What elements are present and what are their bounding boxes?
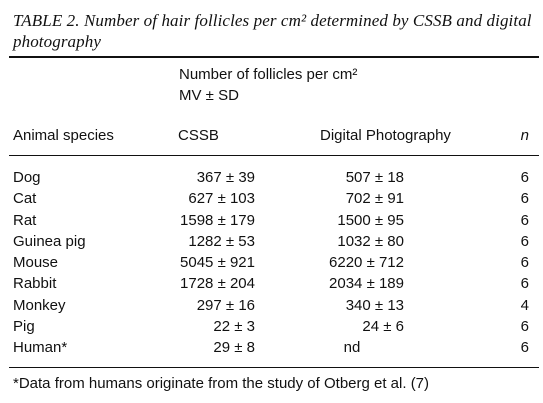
cell-species: Pig: [13, 318, 35, 336]
cell-cssb: 1728 ± 204: [180, 275, 255, 293]
cell-species: Guinea pig: [13, 232, 86, 250]
top-rule: [9, 56, 539, 58]
cell-cssb: 367 ± 39: [196, 169, 255, 186]
column-header-n: n: [520, 127, 529, 144]
cell-cssb: 1598 ± 179: [180, 211, 255, 229]
cell-digital-photography: 24 ± 6: [362, 318, 404, 336]
column-header-digital-photography: Digital Photography: [320, 127, 451, 144]
cell-n: 6: [520, 275, 529, 293]
cell-n: 6: [520, 190, 529, 208]
cell-cssb: 29 ± 8: [213, 339, 255, 357]
cell-species: Human*: [13, 339, 68, 357]
cell-cssb: 22 ± 3: [213, 318, 255, 336]
table-row: Monkey 297 ± 16 340 ± 13 4: [0, 295, 543, 316]
table-row: Cat 627 ± 103 702 ± 91 6: [0, 188, 543, 209]
table-row: Pig 22 ± 3 24 ± 6 6: [0, 316, 543, 337]
cell-n: 6: [520, 254, 529, 272]
cell-digital-photography: 340 ± 13: [345, 296, 404, 314]
cell-cssb: 297 ± 16: [196, 296, 255, 314]
column-header-cssb: CSSB: [178, 127, 219, 144]
cell-digital-photography: 507 ± 18: [345, 169, 404, 186]
cell-n: 6: [520, 318, 529, 336]
table-row: Mouse 5045 ± 921 6220 ± 712 6: [0, 252, 543, 273]
cell-digital-photography: 6220 ± 712: [329, 254, 404, 272]
table-row: Rat 1598 ± 179 1500 ± 95 6: [0, 210, 543, 231]
cell-species: Rat: [13, 211, 37, 229]
header-rule: [9, 155, 539, 156]
spanner-header-unit: MV ± SD: [179, 87, 239, 104]
table-body: Dog 367 ± 39 507 ± 18 6 Cat 627 ± 103 702 ± 91…: [0, 167, 543, 359]
cell-digital-photography: 1500 ± 95: [337, 211, 404, 229]
cell-species: Cat: [13, 190, 37, 208]
cell-species: Monkey: [13, 296, 66, 314]
cell-n: 6: [520, 211, 529, 229]
table-caption: TABLE 2. Number of hair follicles per cm…: [13, 11, 532, 51]
cell-n: 4: [520, 296, 529, 314]
table-row: Rabbit 1728 ± 204 2034 ± 189 6: [0, 273, 543, 294]
column-header-animal-species: Animal species: [13, 127, 114, 144]
cell-species: Mouse: [13, 254, 59, 272]
cell-species: Rabbit: [13, 275, 57, 293]
cell-digital-photography: 2034 ± 189: [329, 275, 404, 293]
cell-species: Dog: [13, 169, 41, 186]
cell-digital-photography: 702 ± 91: [345, 190, 404, 208]
cell-cssb: 1282 ± 53: [188, 232, 255, 250]
table-row: Dog 367 ± 39 507 ± 18 6: [0, 167, 543, 188]
cell-digital-photography: nd: [343, 339, 361, 357]
cell-cssb: 5045 ± 921: [180, 254, 255, 272]
cell-n: 6: [520, 232, 529, 250]
cell-cssb: 627 ± 103: [188, 190, 255, 208]
table-footnote: *Data from humans originate from the stu…: [13, 375, 430, 392]
spanner-header: Number of follicles per cm²: [179, 66, 358, 83]
cell-digital-photography: 1032 ± 80: [337, 232, 404, 250]
cell-n: 6: [520, 339, 529, 357]
cell-n: 6: [520, 169, 529, 186]
table-row: Human* 29 ± 8 nd 6: [0, 337, 543, 358]
table-row: Guinea pig 1282 ± 53 1032 ± 80 6: [0, 231, 543, 252]
bottom-rule: [9, 367, 539, 368]
